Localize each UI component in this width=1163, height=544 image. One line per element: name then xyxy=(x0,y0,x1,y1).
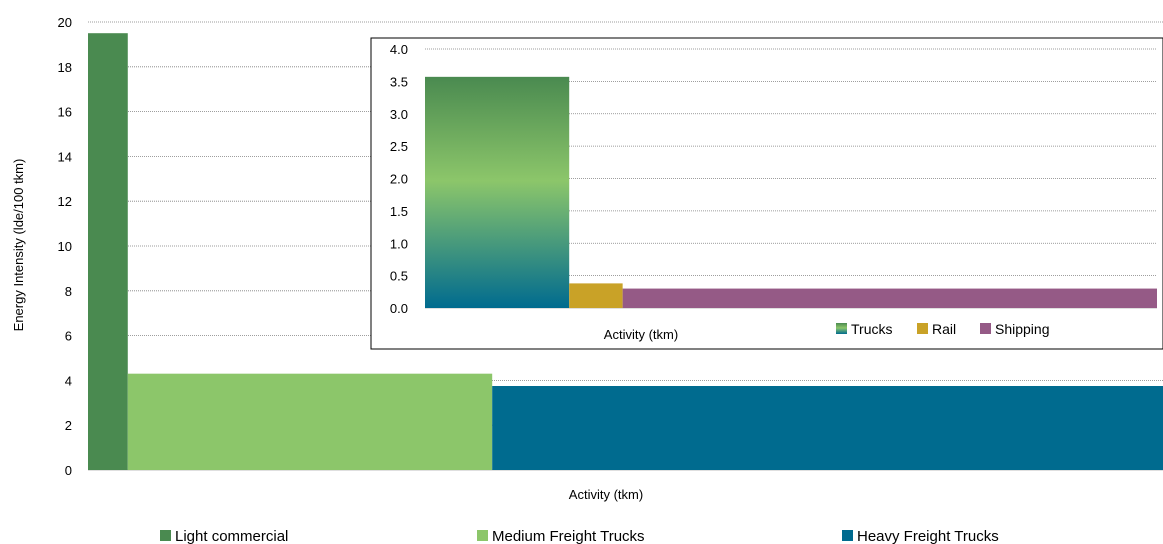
bar-heavy-freight-trucks xyxy=(492,386,1163,470)
inset-y-tick-label: 1.5 xyxy=(390,204,408,219)
main-y-tick-label: 18 xyxy=(58,60,72,75)
inset-y-tick-label: 4.0 xyxy=(390,42,408,57)
inset-legend-swatch-shipping xyxy=(980,323,991,334)
inset-y-tick-label: 1.0 xyxy=(390,236,408,251)
main-bars xyxy=(88,33,1163,470)
legend-label-heavy-freight-trucks: Heavy Freight Trucks xyxy=(857,528,999,544)
inset-legend: Trucks Rail Shipping xyxy=(836,321,1050,337)
inset-legend-label-rail: Rail xyxy=(932,321,956,337)
main-y-tick-labels: 0 2 4 6 8 10 12 14 16 18 20 xyxy=(58,15,72,478)
main-x-axis-title: Activity (tkm) xyxy=(569,487,643,502)
legend-swatch-light-commercial xyxy=(160,530,171,541)
legend-swatch-medium-freight-trucks xyxy=(477,530,488,541)
inset-bars xyxy=(425,76,1157,308)
main-y-tick-label: 4 xyxy=(65,373,72,388)
bar-light-commercial xyxy=(88,33,128,470)
inset-chart: 0.0 0.5 1.0 1.5 2.0 2.5 3.0 3.5 4.0 Activity (tk… xyxy=(370,37,1163,350)
inset-legend-swatch-rail xyxy=(917,323,928,334)
inset-y-tick-label: 0.0 xyxy=(390,301,408,316)
inset-y-tick-labels: 0.0 0.5 1.0 1.5 2.0 2.5 3.0 3.5 4.0 xyxy=(390,42,408,316)
inset-legend-label-shipping: Shipping xyxy=(995,321,1050,337)
legend-swatch-heavy-freight-trucks xyxy=(842,530,853,541)
legend-label-light-commercial: Light commercial xyxy=(175,528,288,544)
bar-medium-freight-trucks xyxy=(127,373,493,470)
main-legend: Light commercial Medium Freight Trucks Hea… xyxy=(160,528,999,544)
inset-y-tick-label: 2.0 xyxy=(390,172,408,187)
inset-legend-swatch-trucks xyxy=(836,323,847,334)
main-y-tick-label: 12 xyxy=(58,194,72,209)
legend-label-medium-freight-trucks: Medium Freight Trucks xyxy=(492,528,645,544)
inset-y-tick-label: 3.5 xyxy=(390,74,408,89)
main-y-tick-label: 2 xyxy=(65,418,72,433)
inset-bar-trucks xyxy=(425,76,570,308)
main-y-tick-label: 0 xyxy=(65,463,72,478)
inset-y-tick-label: 3.0 xyxy=(390,107,408,122)
inset-bar-rail xyxy=(569,283,623,308)
main-y-tick-label: 10 xyxy=(58,239,72,254)
main-y-tick-label: 6 xyxy=(65,329,72,344)
inset-y-tick-label: 2.5 xyxy=(390,139,408,154)
inset-legend-label-trucks: Trucks xyxy=(851,321,892,337)
main-y-axis-title: Energy Intensity (lde/100 tkm) xyxy=(11,159,26,332)
main-y-tick-label: 16 xyxy=(58,105,72,120)
main-y-tick-label: 14 xyxy=(58,149,72,164)
main-y-tick-label: 20 xyxy=(58,15,72,30)
inset-bar-shipping xyxy=(622,288,1157,308)
main-y-tick-label: 8 xyxy=(65,284,72,299)
inset-x-axis-title: Activity (tkm) xyxy=(604,327,678,342)
inset-y-tick-label: 0.5 xyxy=(390,269,408,284)
